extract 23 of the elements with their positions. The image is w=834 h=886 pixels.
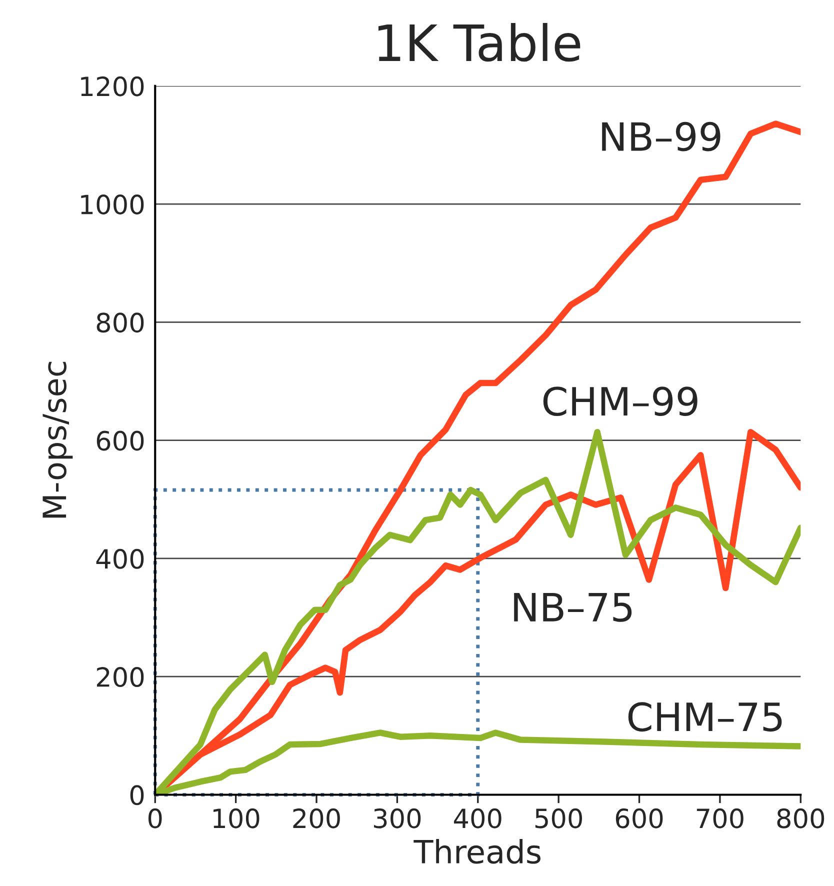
- y-axis-title: M-ops/sec: [42, 362, 73, 518]
- x-tick-label: 500: [535, 808, 582, 828]
- x-axis-title: Threads: [414, 839, 540, 864]
- x-tick-label: 300: [374, 808, 421, 828]
- x-tick-label: 100: [214, 808, 260, 828]
- x-tick-label: 0: [148, 808, 162, 828]
- y-tick-label: 1000: [81, 194, 144, 214]
- y-tick-label: 600: [96, 430, 144, 451]
- y-tick-label: 800: [96, 312, 144, 333]
- y-tick-label: 200: [96, 667, 144, 688]
- y-tick-label: 400: [96, 548, 144, 569]
- y-tick-label: 1200: [81, 76, 144, 96]
- series-label: NB–75: [514, 592, 632, 622]
- x-tick-label: 800: [777, 808, 824, 828]
- series-label: CHM–99: [543, 386, 698, 416]
- x-tick-label: 400: [454, 808, 502, 828]
- x-tick-label: 200: [293, 808, 340, 828]
- chart-title: 1K Table: [378, 22, 580, 62]
- x-tick-label: 700: [696, 808, 744, 828]
- series-label: NB–99: [602, 122, 720, 152]
- y-tick-label: 0: [130, 785, 144, 806]
- x-tick-label: 600: [616, 808, 663, 828]
- series-label: CHM–75: [628, 702, 782, 732]
